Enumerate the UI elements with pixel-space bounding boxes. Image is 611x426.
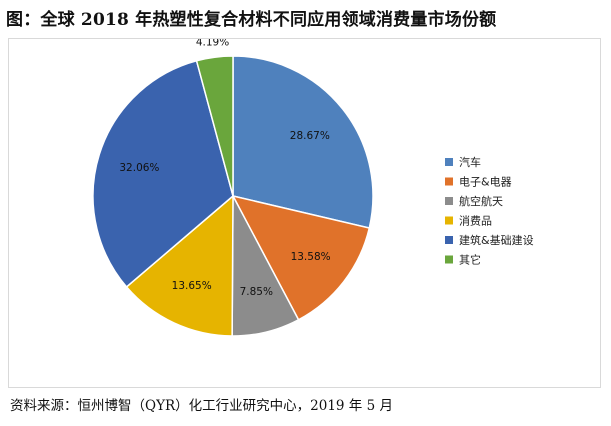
legend-label: 其它 [459,253,481,267]
legend-label: 消费品 [459,214,492,228]
legend-label: 航空航天 [459,194,503,208]
chart-area: 28.67% 13.58% 7.85% 13.65% 32.06% 4.19% 汽车电子&… [8,38,601,388]
slice-value-label: 13.65% [172,280,212,292]
slice-value-label: 7.85% [240,286,273,298]
slice-value-label: 32.06% [119,162,159,174]
legend-swatch [445,236,453,244]
source-note: 资料来源：恒州博智（QYR）化工行业研究中心，2019 年 5 月 [10,398,393,414]
legend-swatch [445,177,453,186]
legend-swatch [445,255,453,264]
pie-slice-1 [232,55,374,229]
chart-title: 图：全球 2018 年热塑性复合材料不同应用领域消费量市场份额 [6,10,497,30]
slice-value-label: 28.67% [290,130,330,142]
legend-swatch [445,216,453,225]
legend-label: 建筑&基础建设 [459,233,534,247]
legend-label: 汽车 [459,155,481,169]
pie-slice-2 [231,194,371,321]
pie-labels: 28.67% 13.58% 7.85% 13.65% 32.06% 4.19% [119,39,330,298]
pie-slice-6 [195,55,234,197]
pie-chart: 28.67% 13.58% 7.85% 13.65% 32.06% 4.19% 汽车电子&… [92,39,534,337]
slice-value-label: 4.19% [196,39,229,48]
pie-slices [92,55,374,337]
legend-swatch [445,158,453,166]
legend-label: 电子&电器 [459,176,512,189]
pie-slice-4 [125,194,234,337]
slice-value-label: 13.58% [291,251,331,263]
legend-swatch [445,197,453,205]
pie-slice-5 [92,59,234,288]
